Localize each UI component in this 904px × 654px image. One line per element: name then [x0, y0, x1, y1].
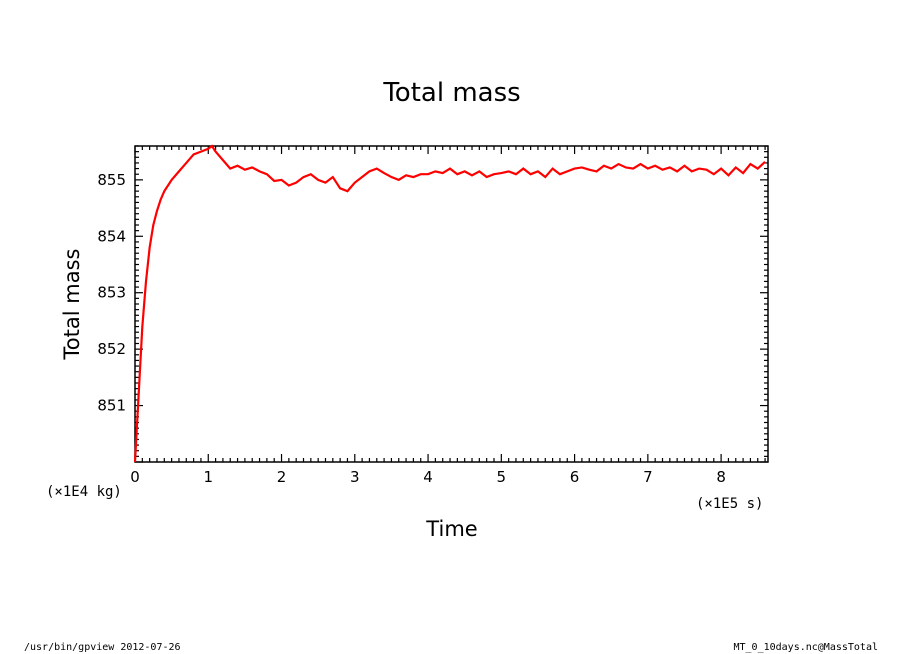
y-tick-label: 854 [97, 227, 126, 245]
y-tick-label: 852 [97, 340, 126, 358]
axis-ticks: 0 1 2 3 4 5 6 7 8 851 852 853 854 855 [97, 145, 768, 486]
y-tick-label: 851 [97, 397, 126, 415]
x-unit-label: (×1E5 s) [696, 496, 763, 512]
plot-frame [134, 145, 769, 463]
x-tick-label: 6 [570, 468, 580, 486]
x-axis-label: Time [425, 517, 477, 541]
y-tick-label: 855 [97, 171, 126, 189]
series-line-total-mass [133, 144, 766, 463]
x-tick-label: 0 [130, 468, 140, 486]
chart-title: Total mass [382, 78, 520, 108]
x-tick-label: 8 [716, 468, 726, 486]
y-tick-label: 853 [97, 284, 126, 302]
footer-right-text: MT_0_10days.nc@MassTotal [733, 642, 879, 653]
footer-left-text: /usr/bin/gpview 2012-07-26 [24, 642, 181, 653]
x-tick-label: 4 [423, 468, 433, 486]
y-unit-label: (×1E4 kg) [46, 484, 122, 500]
x-tick-label: 7 [643, 468, 653, 486]
x-tick-label: 2 [277, 468, 287, 486]
x-tick-label: 5 [497, 468, 507, 486]
y-axis-label: Total mass [60, 249, 84, 361]
x-tick-label: 3 [350, 468, 360, 486]
x-tick-label: 1 [203, 468, 213, 486]
